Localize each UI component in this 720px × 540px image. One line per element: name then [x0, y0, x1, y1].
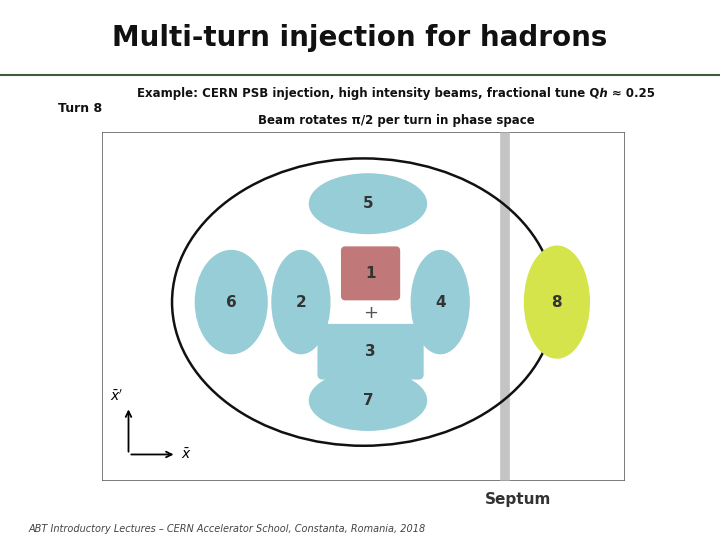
- Text: 8: 8: [552, 295, 562, 309]
- Text: 6: 6: [226, 295, 237, 309]
- Ellipse shape: [271, 250, 330, 354]
- Text: $\bar{x}$: $\bar{x}$: [181, 447, 192, 462]
- FancyBboxPatch shape: [318, 324, 423, 380]
- Ellipse shape: [524, 246, 590, 359]
- Ellipse shape: [309, 173, 427, 234]
- Text: Multi-turn injection for hadrons: Multi-turn injection for hadrons: [112, 24, 608, 52]
- Text: Example: CERN PSB injection, high intensity beams, fractional tune Qℎ ≈ 0.25: Example: CERN PSB injection, high intens…: [137, 87, 655, 100]
- Ellipse shape: [309, 370, 427, 431]
- Text: 1: 1: [365, 266, 376, 281]
- Text: 3: 3: [365, 344, 376, 359]
- Text: +: +: [363, 305, 378, 322]
- Text: $\bar{x}'$: $\bar{x}'$: [109, 389, 123, 404]
- FancyBboxPatch shape: [341, 246, 400, 300]
- Ellipse shape: [194, 250, 268, 354]
- Text: Beam rotates π/2 per turn in phase space: Beam rotates π/2 per turn in phase space: [258, 114, 534, 127]
- Text: 5: 5: [363, 196, 373, 211]
- Text: ABT Introductory Lectures – CERN Accelerator School, Constanta, Romania, 2018: ABT Introductory Lectures – CERN Acceler…: [29, 523, 426, 534]
- Text: Turn 8: Turn 8: [58, 102, 102, 114]
- Ellipse shape: [410, 250, 470, 354]
- Text: 2: 2: [295, 295, 306, 309]
- Text: Septum: Septum: [485, 492, 552, 507]
- Text: 4: 4: [435, 295, 446, 309]
- Text: 7: 7: [363, 393, 373, 408]
